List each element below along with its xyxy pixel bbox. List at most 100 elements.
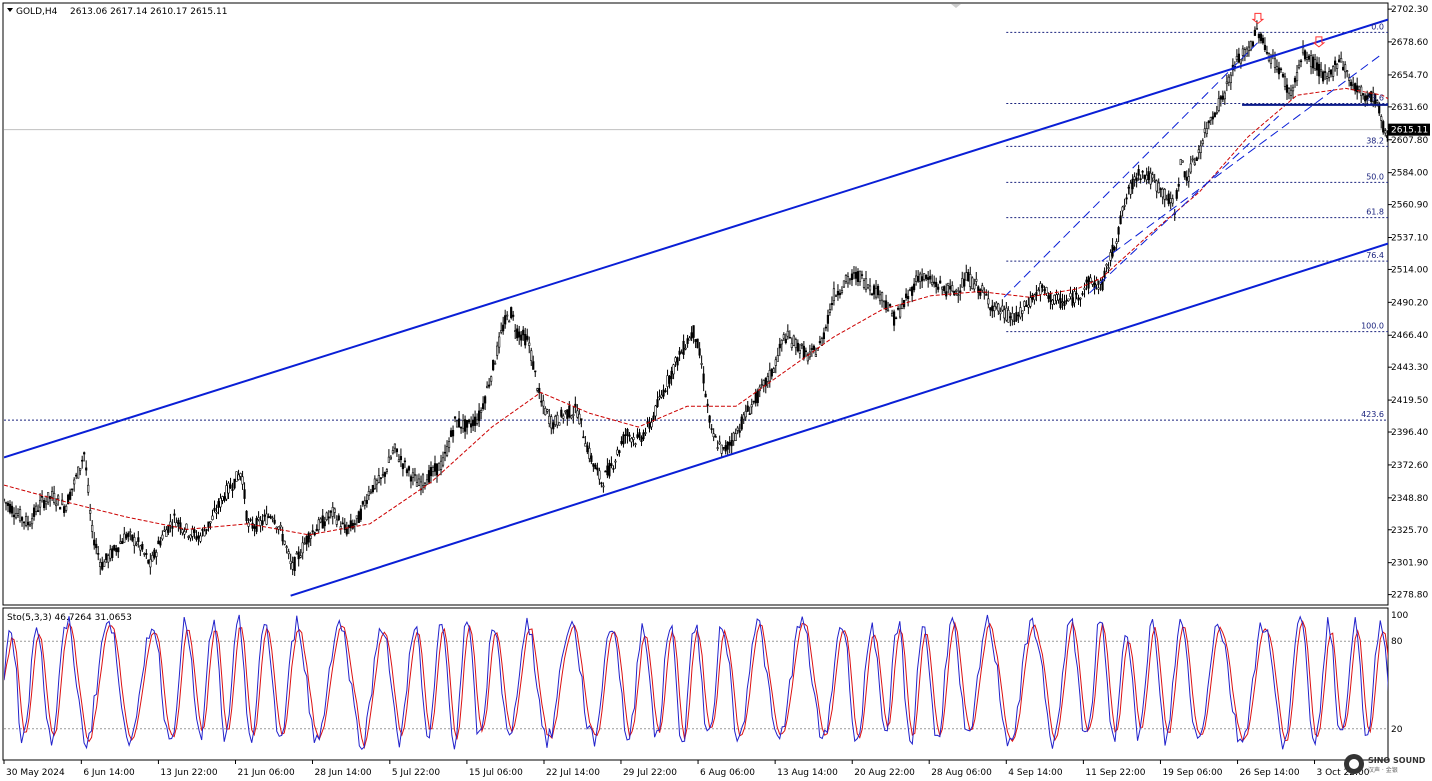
- time-tick-label: 21 Jun 06:00: [238, 768, 295, 778]
- candle-body: [1311, 56, 1315, 69]
- candle-body: [630, 438, 633, 443]
- candle-body: [1321, 71, 1325, 82]
- fib-level-label: 0.0: [1371, 22, 1384, 31]
- candle-body: [213, 507, 216, 511]
- candle-body: [1047, 295, 1050, 299]
- candle-body: [1189, 163, 1192, 173]
- candle-body: [979, 289, 982, 296]
- candle-body: [953, 290, 956, 296]
- candle-body: [63, 506, 66, 513]
- candle-body: [824, 326, 828, 329]
- collapse-triangle-icon[interactable]: [7, 8, 13, 12]
- candle-body: [494, 362, 497, 365]
- candle-body: [546, 409, 549, 412]
- candle-body: [480, 410, 483, 413]
- candle-body: [856, 271, 860, 282]
- candle-body: [1177, 183, 1180, 187]
- candle-body: [666, 375, 669, 387]
- candle-body: [4, 499, 6, 501]
- candle-body: [680, 352, 683, 354]
- candle-body: [121, 540, 124, 545]
- candle-body: [237, 474, 240, 480]
- candle-body: [478, 410, 481, 422]
- candle-body: [71, 488, 74, 491]
- candle-body: [1041, 285, 1044, 288]
- price-tick-label: 2537.10: [1391, 234, 1428, 244]
- stochastic-main-line: [4, 614, 1388, 750]
- candle-body: [1332, 66, 1335, 77]
- price-tick-label: 2490.20: [1391, 298, 1428, 308]
- candle-body: [594, 464, 597, 470]
- time-tick-label: 13 Jun 22:00: [160, 768, 217, 778]
- candle-body: [429, 467, 433, 477]
- candle-body: [105, 553, 108, 561]
- candle-body: [373, 478, 376, 489]
- candle-body: [744, 410, 747, 418]
- candle-body: [1217, 98, 1220, 111]
- candle-body: [125, 534, 128, 539]
- candle-body: [287, 551, 290, 555]
- candle-body: [596, 467, 599, 471]
- time-tick-label: 6 Jun 14:00: [83, 768, 135, 778]
- candle-body: [870, 293, 874, 296]
- candle-body: [1097, 287, 1100, 290]
- candle-body: [38, 499, 42, 508]
- candle-body: [961, 278, 964, 288]
- candle-body: [530, 350, 533, 361]
- candle-body: [678, 350, 681, 355]
- candle-body: [1382, 121, 1385, 133]
- candle-body: [1247, 46, 1251, 52]
- candle-body: [1313, 59, 1317, 70]
- candle-body: [135, 543, 138, 546]
- candle-body: [179, 522, 182, 530]
- candle-body: [207, 521, 210, 528]
- candle-body: [1275, 66, 1279, 71]
- candle-body: [608, 462, 611, 477]
- candle-body: [1085, 279, 1088, 283]
- candle-body: [728, 441, 731, 446]
- candle-body: [309, 535, 312, 539]
- candle-body: [1211, 116, 1214, 120]
- candle-body: [866, 284, 870, 289]
- candle-body: [935, 282, 938, 288]
- candle-body: [327, 516, 330, 519]
- candle-body: [486, 385, 489, 389]
- price-layer: [4, 12, 1388, 597]
- candle-body: [584, 443, 587, 447]
- candle-body: [425, 479, 429, 485]
- candle-body: [1057, 294, 1060, 301]
- candle-body: [718, 441, 721, 445]
- candle-body: [868, 285, 872, 291]
- candle-body: [30, 518, 34, 525]
- candle-body: [512, 314, 515, 317]
- candle-body: [506, 314, 509, 317]
- candle-body: [165, 529, 168, 537]
- candle-body: [265, 513, 268, 525]
- candle-body: [1261, 37, 1265, 44]
- candle-body: [4, 501, 8, 504]
- candle-body: [1301, 47, 1305, 54]
- candle-body: [848, 278, 852, 281]
- candle-body: [1285, 84, 1289, 93]
- candle-body: [540, 400, 543, 403]
- candle-body: [764, 377, 767, 387]
- candle-body: [273, 519, 276, 524]
- candle-body: [197, 535, 200, 539]
- price-tick-label: 2631.60: [1391, 103, 1428, 113]
- candle-body: [746, 405, 749, 412]
- candle-body: [1063, 301, 1066, 307]
- candle-body: [712, 433, 715, 438]
- candle-body: [542, 400, 545, 407]
- candle-body: [1259, 33, 1263, 41]
- candle-body: [618, 450, 621, 453]
- candle-body: [894, 317, 898, 320]
- candle-body: [34, 505, 38, 512]
- candle-body: [109, 549, 112, 559]
- candle-body: [1039, 283, 1042, 295]
- candle-body: [143, 553, 146, 555]
- candle-body: [113, 545, 116, 551]
- candle-body: [528, 342, 531, 346]
- candle-body: [421, 474, 425, 486]
- candle-body: [1315, 62, 1319, 71]
